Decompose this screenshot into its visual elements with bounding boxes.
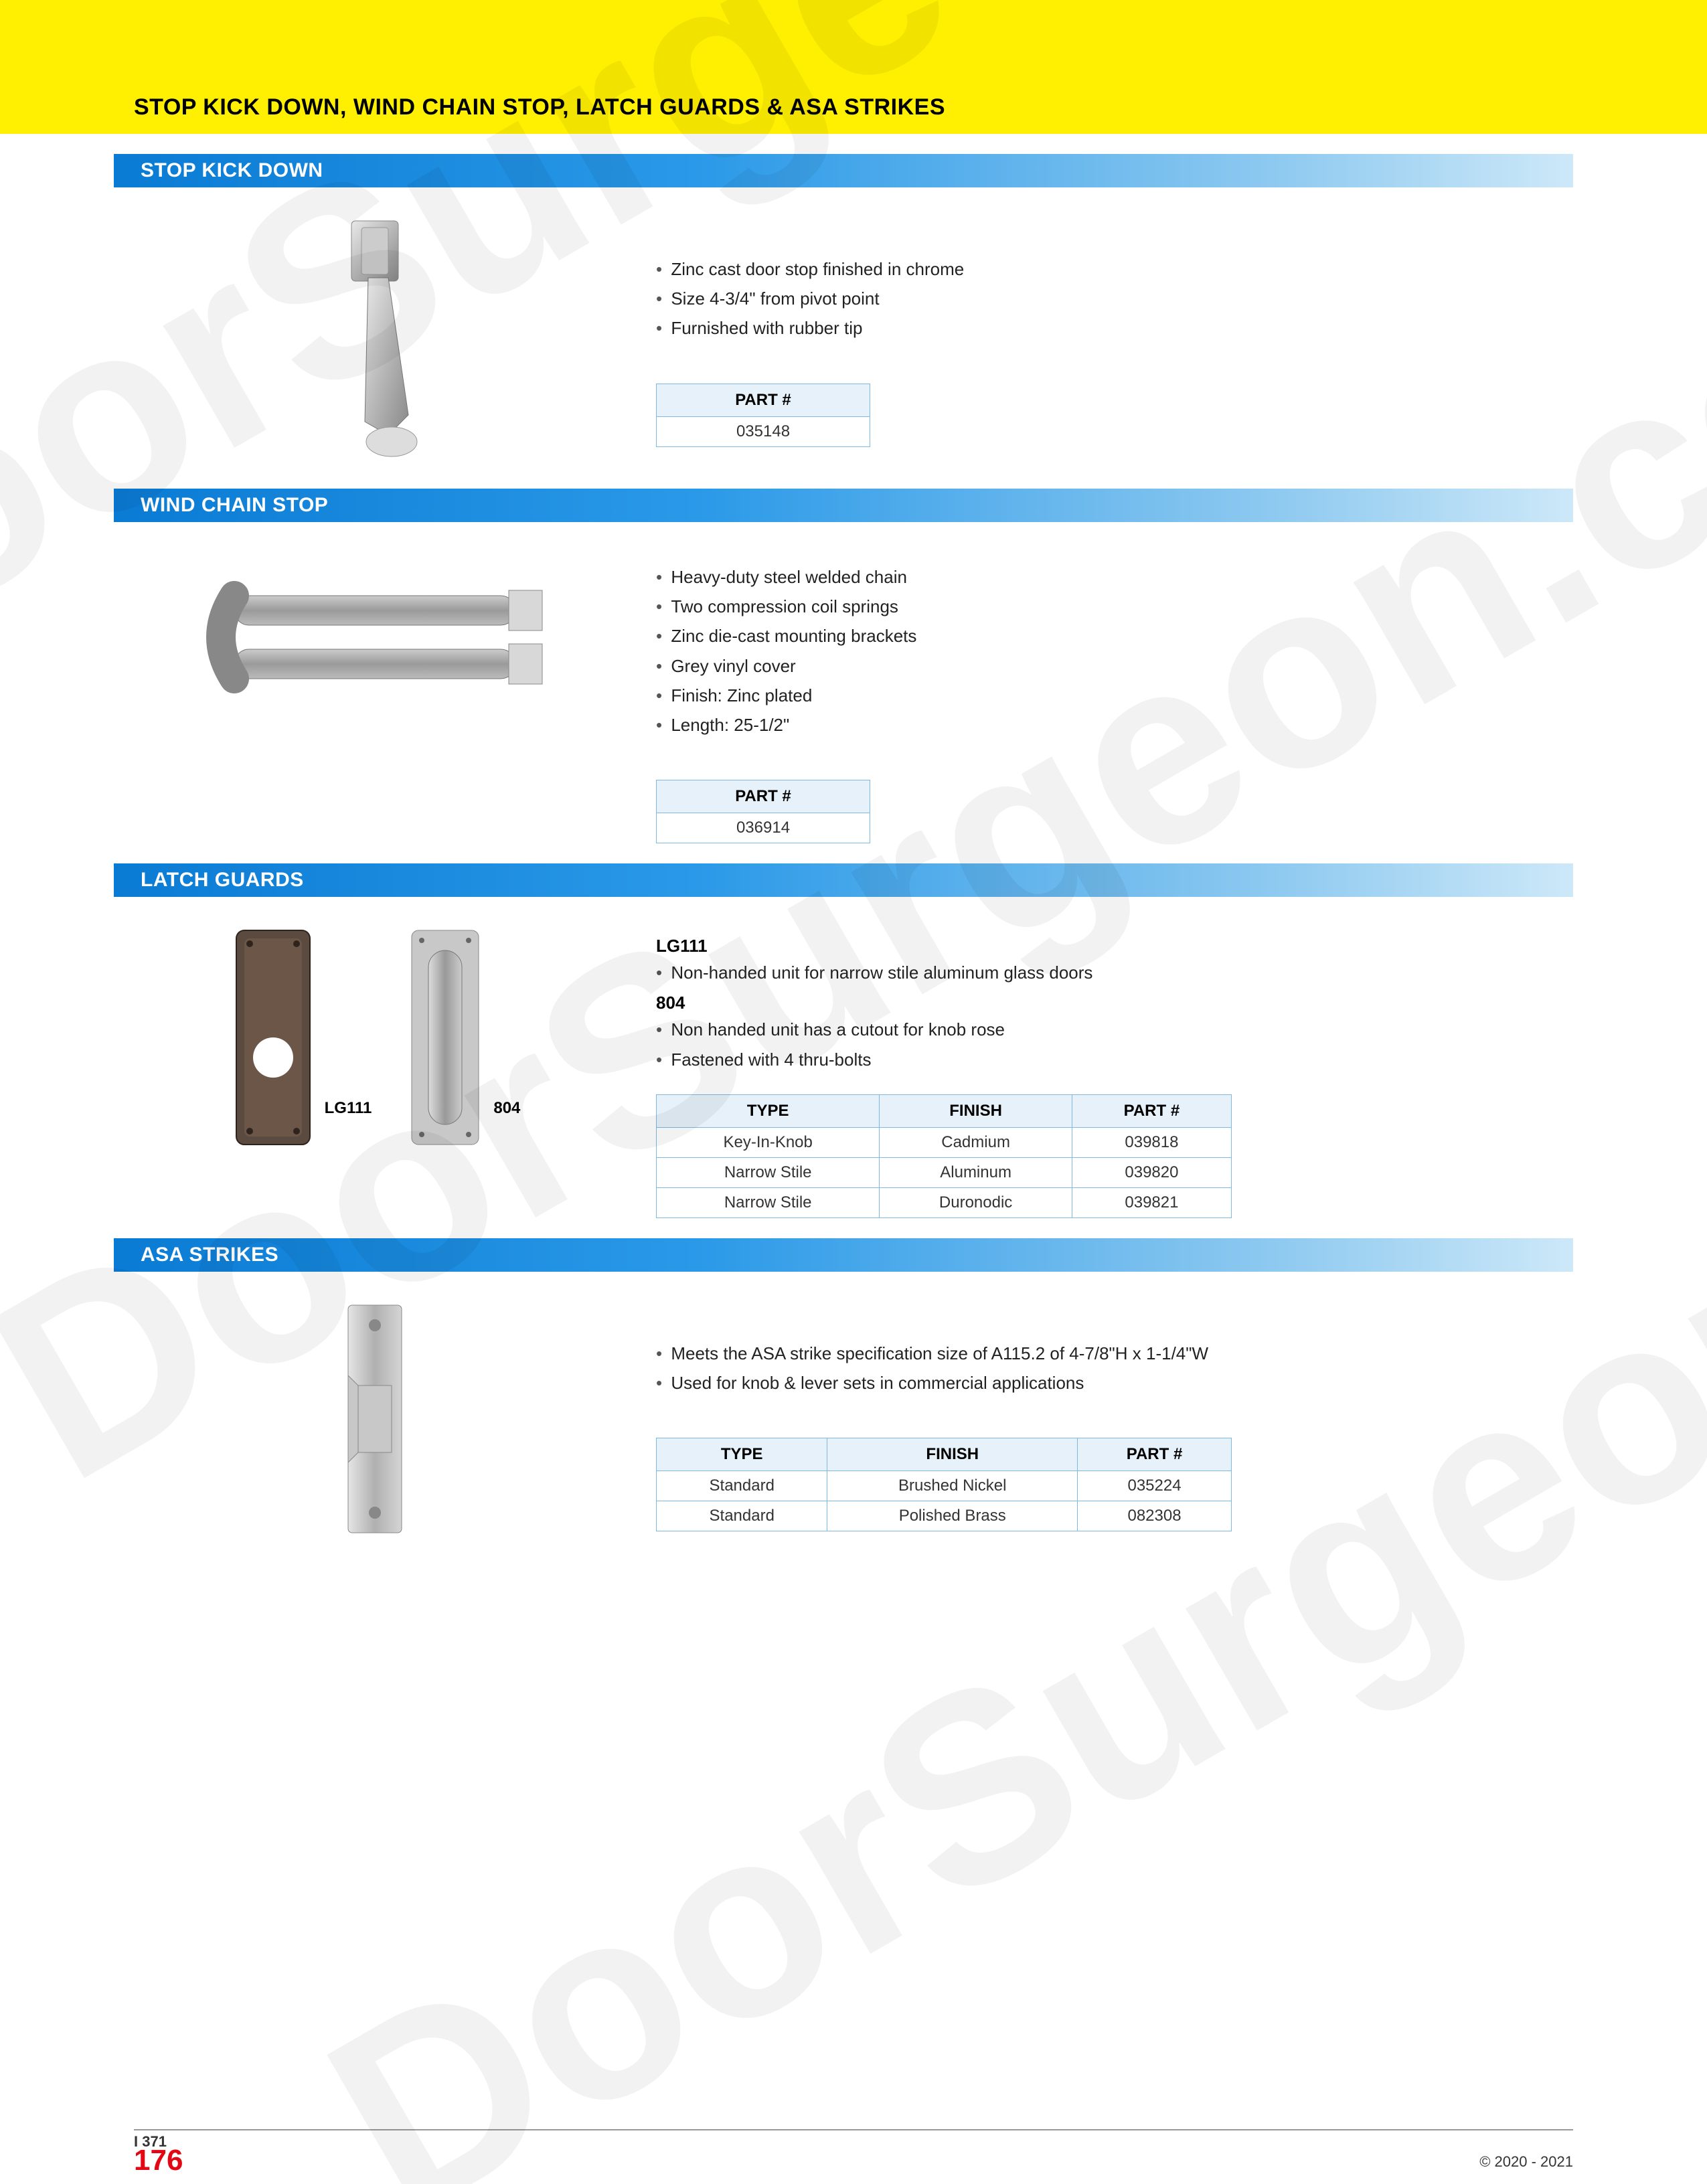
table-header: PART # (657, 384, 870, 416)
bullet-item: Fastened with 4 thru-bolts (656, 1045, 1573, 1074)
page-header: STOP KICK DOWN, WIND CHAIN STOP, LATCH G… (0, 0, 1707, 134)
part-table: TYPE FINISH PART # Key-In-Knob Cadmium 0… (656, 1094, 1232, 1218)
product-images-latch-guards: LG111 (134, 924, 616, 1218)
part-table: PART # 036914 (656, 780, 870, 843)
bullet-item: Heavy-duty steel welded chain (656, 562, 1573, 592)
table-row: Key-In-Knob Cadmium 039818 (657, 1127, 1232, 1157)
table-cell: 039820 (1072, 1157, 1231, 1187)
product-image-wind-chain-stop (134, 549, 616, 843)
bullet-list: Non-handed unit for narrow stile aluminu… (656, 958, 1573, 987)
table-cell: 035148 (657, 416, 870, 446)
table-row: Standard Polished Brass 082308 (657, 1501, 1232, 1531)
section-bar: LATCH GUARDS (114, 863, 1573, 897)
bullet-item: Size 4-3/4" from pivot point (656, 284, 1573, 313)
table-header: PART # (657, 780, 870, 813)
table-cell: Standard (657, 1471, 827, 1501)
sub-heading: 804 (656, 993, 1573, 1013)
product-image-asa-strikes (134, 1298, 616, 1539)
bullet-item: Finish: Zinc plated (656, 681, 1573, 710)
image-caption: 804 (493, 1099, 520, 1118)
bullet-item: Zinc die-cast mounting brackets (656, 621, 1573, 651)
part-table: PART # 035148 (656, 384, 870, 447)
bullet-list: Meets the ASA strike specification size … (656, 1339, 1573, 1398)
table-cell: 039821 (1072, 1187, 1231, 1217)
section-asa-strikes: ASA STRIKES (134, 1238, 1573, 1539)
bullet-item: Furnished with rubber tip (656, 313, 1573, 343)
table-cell: 035224 (1078, 1471, 1232, 1501)
section-title: STOP KICK DOWN (141, 159, 323, 182)
table-cell: 039818 (1072, 1127, 1231, 1157)
sub-heading: LG111 (656, 936, 1573, 956)
table-header: FINISH (880, 1094, 1072, 1127)
table-cell: Standard (657, 1501, 827, 1531)
section-bar: ASA STRIKES (114, 1238, 1573, 1272)
page-title: STOP KICK DOWN, WIND CHAIN STOP, LATCH G… (134, 94, 945, 120)
table-cell: Polished Brass (827, 1501, 1078, 1531)
product-image-stop-kick-down (134, 214, 616, 469)
page-number: 176 (134, 2144, 183, 2177)
table-cell: Cadmium (880, 1127, 1072, 1157)
table-header: TYPE (657, 1438, 827, 1471)
bullet-list: Heavy-duty steel welded chain Two compre… (656, 562, 1573, 740)
image-caption: LG111 (325, 1099, 372, 1118)
table-cell: Narrow Stile (657, 1157, 880, 1187)
bullet-item: Non-handed unit for narrow stile aluminu… (656, 958, 1573, 987)
bullet-item: Meets the ASA strike specification size … (656, 1339, 1573, 1368)
part-table: TYPE FINISH PART # Standard Brushed Nick… (656, 1438, 1232, 1531)
table-row: Narrow Stile Aluminum 039820 (657, 1157, 1232, 1187)
section-title: LATCH GUARDS (141, 869, 304, 892)
bullet-item: Non handed unit has a cutout for knob ro… (656, 1015, 1573, 1044)
table-cell: Duronodic (880, 1187, 1072, 1217)
table-header: PART # (1072, 1094, 1231, 1127)
table-cell: Aluminum (880, 1157, 1072, 1187)
table-cell: Brushed Nickel (827, 1471, 1078, 1501)
bullet-item: Two compression coil springs (656, 592, 1573, 621)
bullet-item: Zinc cast door stop finished in chrome (656, 254, 1573, 284)
table-header: TYPE (657, 1094, 880, 1127)
section-latch-guards: LATCH GUARDS (134, 863, 1573, 1218)
table-cell: 036914 (657, 813, 870, 843)
section-stop-kick-down: STOP KICK DOWN (134, 154, 1573, 469)
bullet-item: Length: 25-1/2" (656, 710, 1573, 740)
bullet-list: Non handed unit has a cutout for knob ro… (656, 1015, 1573, 1074)
section-bar: WIND CHAIN STOP (114, 489, 1573, 522)
table-row: Standard Brushed Nickel 035224 (657, 1471, 1232, 1501)
table-cell: Key-In-Knob (657, 1127, 880, 1157)
section-wind-chain-stop: WIND CHAIN STOP (134, 489, 1573, 843)
section-title: ASA STRIKES (141, 1244, 278, 1266)
bullet-item: Grey vinyl cover (656, 651, 1573, 681)
table-cell: 082308 (1078, 1501, 1232, 1531)
bullet-item: Used for knob & lever sets in commercial… (656, 1368, 1573, 1398)
table-header: FINISH (827, 1438, 1078, 1471)
section-title: WIND CHAIN STOP (141, 494, 328, 517)
table-row: Narrow Stile Duronodic 039821 (657, 1187, 1232, 1217)
section-bar: STOP KICK DOWN (114, 154, 1573, 187)
bullet-list: Zinc cast door stop finished in chrome S… (656, 254, 1573, 343)
copyright: © 2020 - 2021 (1479, 2153, 1573, 2171)
table-header: PART # (1078, 1438, 1232, 1471)
footer-divider (134, 2129, 1573, 2130)
table-cell: Narrow Stile (657, 1187, 880, 1217)
